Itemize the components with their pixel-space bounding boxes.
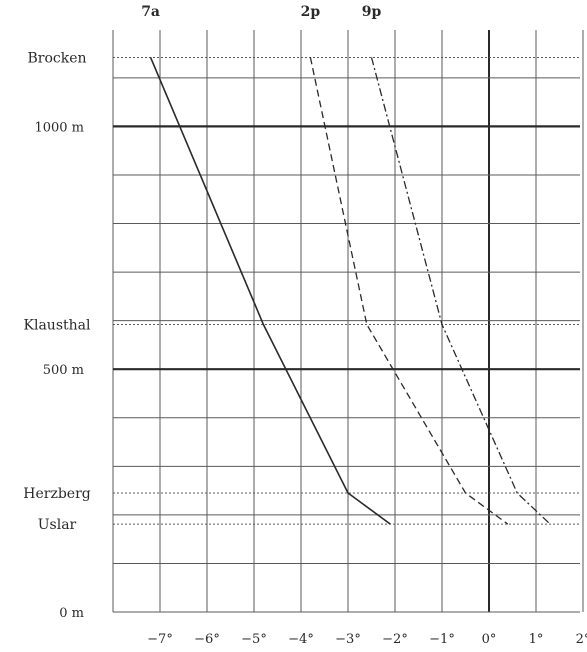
series-label: 7a (141, 4, 160, 20)
x-tick-label: −4° (288, 632, 314, 647)
series-line-7a (149, 57, 391, 525)
station-label: Herzberg (23, 486, 91, 502)
grid (112, 30, 584, 613)
x-tick-label: 0° (482, 632, 497, 647)
x-tick-label: −3° (335, 632, 361, 647)
x-tick-label: −6° (194, 632, 220, 647)
x-tick-label: 1° (529, 632, 544, 647)
station-label: Klausthal (24, 318, 91, 334)
x-tick-label: −1° (429, 632, 455, 647)
labels: −7° −6° −5° −4° −3° −2° −1° 0° 1° 2° 0 m 500 m 1000 … (23, 4, 587, 647)
y-tick-label: 1000 m (34, 120, 84, 135)
series-lines (149, 57, 551, 525)
station-reference-lines (113, 56, 580, 525)
x-tick-label: −5° (241, 632, 267, 647)
y-tick-label: 500 m (43, 363, 84, 378)
y-tick-label: 0 m (59, 606, 84, 621)
x-tick-label: −2° (382, 632, 408, 647)
station-label: Brocken (27, 50, 86, 66)
series-line-2p (309, 57, 509, 525)
series-label: 2p (301, 4, 321, 20)
x-tick-label: 2° (576, 632, 587, 647)
series-label: 9p (362, 4, 382, 20)
series-line-9p (370, 57, 551, 525)
x-tick-label: −7° (147, 632, 173, 647)
station-label: Uslar (38, 517, 77, 533)
